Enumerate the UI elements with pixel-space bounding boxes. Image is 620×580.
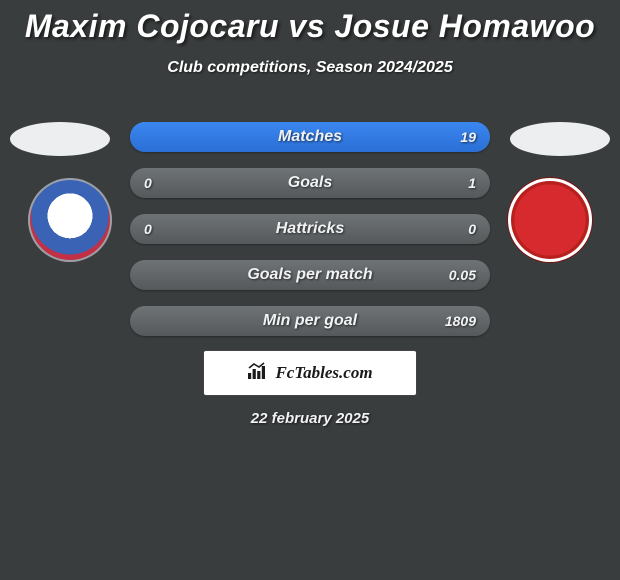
club-crest-left xyxy=(28,178,112,262)
stat-value-right: 0.05 xyxy=(449,267,476,283)
stat-value-right: 1809 xyxy=(445,313,476,329)
stat-value-left: 0 xyxy=(144,221,152,237)
stat-value-right: 0 xyxy=(468,221,476,237)
stat-value-right: 19 xyxy=(460,129,476,145)
avatar-placeholder-left xyxy=(10,122,110,156)
subtitle: Club competitions, Season 2024/2025 xyxy=(0,59,620,77)
stat-label: Min per goal xyxy=(263,312,357,330)
stat-row-matches: Matches 19 xyxy=(130,122,490,152)
date-text: 22 february 2025 xyxy=(0,410,620,427)
stat-row-min-per-goal: Min per goal 1809 xyxy=(130,306,490,336)
stat-row-goals: 0 Goals 1 xyxy=(130,168,490,198)
stats-panel: Matches 19 0 Goals 1 0 Hattricks 0 Goals… xyxy=(130,122,490,352)
avatar-placeholder-right xyxy=(510,122,610,156)
brand-text: FcTables.com xyxy=(275,363,372,383)
stat-row-goals-per-match: Goals per match 0.05 xyxy=(130,260,490,290)
page-title: Maxim Cojocaru vs Josue Homawoo xyxy=(0,0,620,45)
stat-label: Matches xyxy=(278,128,342,146)
stat-row-hattricks: 0 Hattricks 0 xyxy=(130,214,490,244)
stat-label: Goals per match xyxy=(247,266,372,284)
stat-label: Hattricks xyxy=(276,220,344,238)
stat-value-left: 0 xyxy=(144,175,152,191)
stat-label: Goals xyxy=(288,174,332,192)
stat-value-right: 1 xyxy=(468,175,476,191)
brand-badge-link[interactable]: FcTables.com xyxy=(203,350,417,396)
chart-icon xyxy=(247,362,269,385)
club-crest-right xyxy=(508,178,592,262)
